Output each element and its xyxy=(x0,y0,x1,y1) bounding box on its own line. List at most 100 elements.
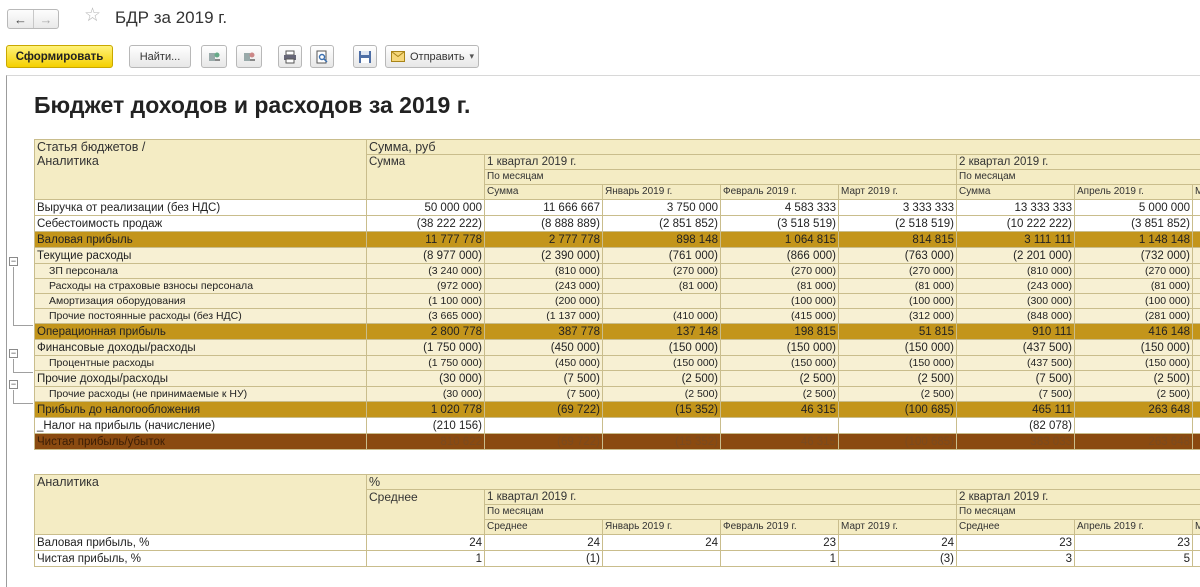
row-label[interactable]: Прочие постоянные расходы (без НДС) xyxy=(34,308,367,324)
cell-value[interactable]: (150 000) xyxy=(602,339,721,356)
cell-value[interactable]: 46 315 xyxy=(720,433,839,450)
cell-value[interactable]: 1 020 778 xyxy=(366,401,485,418)
cell-value[interactable]: (2 390 000) xyxy=(484,247,603,264)
cell-value[interactable]: (150 000) xyxy=(1074,339,1193,356)
cell-value[interactable]: (2 500) xyxy=(838,386,957,402)
cell-value[interactable]: (3 240 000) xyxy=(366,263,485,279)
cell-value[interactable]: (300 000) xyxy=(956,293,1075,309)
cell-value[interactable]: (150 000) xyxy=(602,355,721,371)
cell-value[interactable]: (763 000) xyxy=(838,247,957,264)
cell-value[interactable]: (2 500) xyxy=(720,386,839,402)
pct-table-row[interactable]: Чистая прибыль, % 1 (1) 1 (3) 3 5 xyxy=(34,550,1200,567)
table-row[interactable]: Амортизация оборудования (1 100 000) (200 … xyxy=(34,293,1200,309)
row-label[interactable]: Прочие расходы (не принимаемые к НУ) xyxy=(34,386,367,402)
row-label[interactable]: Валовая прибыль xyxy=(34,231,367,248)
collapse-other-icon[interactable]: − xyxy=(9,379,18,389)
table-row[interactable]: ЗП персонала (3 240 000) (810 000) (270 000… xyxy=(34,263,1200,279)
cell-value[interactable]: (1 750 000) xyxy=(366,339,485,356)
cell-value[interactable]: (732 000) xyxy=(1074,247,1193,264)
cell-value[interactable]: 13 333 333 xyxy=(956,199,1075,216)
cell-value[interactable]: 2 777 778 xyxy=(484,231,603,248)
pct-row-label[interactable]: Валовая прибыль, % xyxy=(34,534,367,551)
cell-value[interactable]: 46 315 xyxy=(720,401,839,418)
row-label[interactable]: Амортизация оборудования xyxy=(34,293,367,309)
pct-cell-value[interactable] xyxy=(602,550,721,567)
row-label[interactable]: Операционная прибыль xyxy=(34,323,367,340)
cell-value[interactable]: 50 000 000 xyxy=(366,199,485,216)
cell-value[interactable]: 4 583 333 xyxy=(720,199,839,216)
cell-value[interactable]: (2 500) xyxy=(720,370,839,387)
cell-value[interactable]: (270 000) xyxy=(1074,263,1193,279)
table-row[interactable]: Себестоимость продаж (38 222 222) (8 888 8… xyxy=(34,215,1200,232)
cell-value[interactable]: (270 000) xyxy=(720,263,839,279)
cell-value[interactable]: (100 000) xyxy=(720,293,839,309)
cell-value[interactable]: (69 722) xyxy=(484,401,603,418)
cell-value[interactable]: 465 111 xyxy=(956,401,1075,418)
cell-value[interactable]: 898 148 xyxy=(602,231,721,248)
table-row[interactable]: Прибыль до налогообложения 1 020 778 (69 7… xyxy=(34,401,1200,418)
row-label[interactable]: ЗП персонала xyxy=(34,263,367,279)
cell-value[interactable] xyxy=(602,417,721,434)
cell-value[interactable]: (243 000) xyxy=(484,278,603,294)
cell-value[interactable]: (15 352) xyxy=(602,401,721,418)
back-button[interactable]: ← xyxy=(8,10,33,28)
cell-value[interactable] xyxy=(838,417,957,434)
cell-value[interactable]: (150 000) xyxy=(1074,355,1193,371)
cell-value[interactable]: (2 500) xyxy=(602,370,721,387)
cell-value[interactable]: (2 500) xyxy=(1074,370,1193,387)
cell-value[interactable]: 814 815 xyxy=(838,231,957,248)
cell-value[interactable]: (437 500) xyxy=(956,339,1075,356)
cell-value[interactable]: (972 000) xyxy=(366,278,485,294)
cell-value[interactable]: (150 000) xyxy=(838,355,957,371)
row-label[interactable]: Чистая прибыль/убыток xyxy=(34,433,367,450)
generate-button[interactable]: Сформировать xyxy=(6,45,113,68)
cell-value[interactable]: (3 518 519) xyxy=(720,215,839,232)
cell-value[interactable]: (2 518 519) xyxy=(838,215,957,232)
cell-value[interactable]: (312 000) xyxy=(838,308,957,324)
cell-value[interactable]: 11 666 667 xyxy=(484,199,603,216)
cell-value[interactable]: (1 137 000) xyxy=(484,308,603,324)
cell-value[interactable]: (7 500) xyxy=(956,386,1075,402)
cell-value[interactable] xyxy=(602,293,721,309)
pct-cell-value[interactable]: (1) xyxy=(484,550,603,567)
cell-value[interactable]: 416 148 xyxy=(1074,323,1193,340)
cell-value[interactable]: (2 500) xyxy=(1074,386,1193,402)
cell-value[interactable] xyxy=(720,417,839,434)
row-label[interactable]: Выручка от реализации (без НДС) xyxy=(34,199,367,216)
cell-value[interactable]: (150 000) xyxy=(838,339,957,356)
print-button[interactable] xyxy=(278,45,302,68)
cell-value[interactable]: 387 778 xyxy=(484,323,603,340)
row-label[interactable]: Прибыль до налогообложения xyxy=(34,401,367,418)
cell-value[interactable]: (210 156) xyxy=(366,417,485,434)
cell-value[interactable]: 11 777 778 xyxy=(366,231,485,248)
cell-value[interactable] xyxy=(1074,417,1193,434)
cell-value[interactable]: 1 148 148 xyxy=(1074,231,1193,248)
cell-value[interactable] xyxy=(484,417,603,434)
forward-button[interactable]: → xyxy=(33,10,58,28)
pct-cell-value[interactable]: 1 xyxy=(720,550,839,567)
cell-value[interactable]: (38 222 222) xyxy=(366,215,485,232)
cell-value[interactable]: 2 800 778 xyxy=(366,323,485,340)
table-row[interactable]: Валовая прибыль 11 777 778 2 777 778 898 14… xyxy=(34,231,1200,248)
pct-cell-value[interactable]: 5 xyxy=(1074,550,1193,567)
table-row[interactable]: Прочие расходы (не принимаемые к НУ) (30 … xyxy=(34,386,1200,402)
table-row[interactable]: Прочие доходы/расходы (30 000) (7 500) (2 5… xyxy=(34,370,1200,387)
cell-value[interactable]: (81 000) xyxy=(602,278,721,294)
cell-value[interactable]: (200 000) xyxy=(484,293,603,309)
cell-value[interactable]: (270 000) xyxy=(602,263,721,279)
pct-cell-value[interactable]: 24 xyxy=(484,534,603,551)
cell-value[interactable]: 810 622 xyxy=(366,433,485,450)
cell-value[interactable]: (8 977 000) xyxy=(366,247,485,264)
cell-value[interactable]: (2 500) xyxy=(602,386,721,402)
cell-value[interactable]: (7 500) xyxy=(484,370,603,387)
cell-value[interactable]: (243 000) xyxy=(956,278,1075,294)
table-row[interactable]: Финансовые доходы/расходы (1 750 000) (450… xyxy=(34,339,1200,356)
cell-value[interactable]: (761 000) xyxy=(602,247,721,264)
cell-value[interactable]: (30 000) xyxy=(366,386,485,402)
cell-value[interactable]: (8 888 889) xyxy=(484,215,603,232)
cell-value[interactable]: (81 000) xyxy=(1074,278,1193,294)
row-label[interactable]: Себестоимость продаж xyxy=(34,215,367,232)
preview-button[interactable] xyxy=(310,45,334,68)
cell-value[interactable]: (410 000) xyxy=(602,308,721,324)
cell-value[interactable]: (437 500) xyxy=(956,355,1075,371)
